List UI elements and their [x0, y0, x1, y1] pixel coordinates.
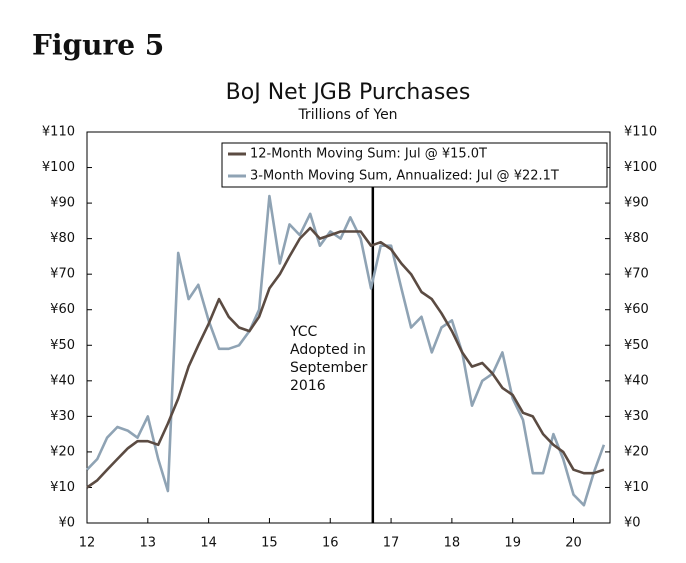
- series-line: [86, 194, 606, 507]
- legend-box: [221, 142, 608, 188]
- annotation-text: Adopted in: [290, 342, 366, 358]
- plot-frame: [86, 131, 611, 524]
- y2-tick-label: ¥40: [624, 373, 649, 388]
- y-tick-label: ¥70: [50, 267, 75, 282]
- y2-tick-label: ¥70: [624, 267, 649, 282]
- y-tick-label: ¥50: [50, 338, 75, 353]
- x-tick-label: 19: [504, 536, 521, 551]
- chart-subtitle: Trillions of Yen: [297, 107, 397, 123]
- y2-tick-label: ¥100: [624, 160, 657, 175]
- annotation-text: YCC: [289, 324, 318, 340]
- y2-tick-label: ¥90: [624, 196, 649, 211]
- y2-tick-label: ¥110: [624, 125, 657, 140]
- annotation-text: September: [290, 360, 368, 376]
- y-tick-label: ¥80: [50, 231, 75, 246]
- y-tick-label: ¥90: [50, 196, 75, 211]
- chart-title: BoJ Net JGB Purchases: [226, 80, 471, 105]
- y2-tick-label: ¥50: [624, 338, 649, 353]
- y-tick-label: ¥0: [58, 516, 75, 531]
- x-tick-label: 18: [444, 536, 461, 551]
- y2-tick-label: ¥0: [624, 516, 641, 531]
- x-tick-label: 13: [140, 536, 157, 551]
- y2-tick-label: ¥80: [624, 231, 649, 246]
- x-tick-label: 12: [79, 536, 96, 551]
- y-tick-label: ¥100: [42, 160, 75, 175]
- x-tick-label: 17: [383, 536, 400, 551]
- y2-tick-label: ¥60: [624, 302, 649, 317]
- y2-tick-label: ¥20: [624, 444, 649, 459]
- x-tick-label: 20: [565, 536, 582, 551]
- x-tick-label: 16: [322, 536, 339, 551]
- y-tick-label: ¥30: [50, 409, 75, 424]
- y-tick-label: ¥20: [50, 444, 75, 459]
- y2-tick-label: ¥10: [624, 480, 649, 495]
- figure-label: Figure 5: [32, 29, 164, 62]
- y-tick-label: ¥110: [42, 125, 75, 140]
- legend-label: 12-Month Moving Sum: Jul @ ¥15.0T: [250, 147, 487, 162]
- y-tick-label: ¥40: [50, 373, 75, 388]
- series-line: [86, 226, 605, 489]
- x-tick-label: 14: [200, 536, 217, 551]
- x-tick-label: 15: [261, 536, 278, 551]
- y-tick-label: ¥10: [50, 480, 75, 495]
- y-tick-label: ¥60: [50, 302, 75, 317]
- annotation-text: 2016: [290, 378, 326, 394]
- y2-tick-label: ¥30: [624, 409, 649, 424]
- legend-label: 3-Month Moving Sum, Annualized: Jul @ ¥2…: [250, 169, 559, 184]
